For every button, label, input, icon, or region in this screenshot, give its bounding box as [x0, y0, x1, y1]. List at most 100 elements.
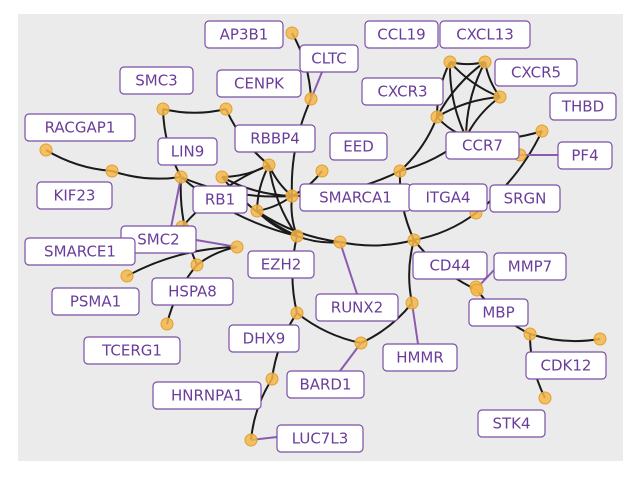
- label-cxcr3[interactable]: CXCR3: [361, 77, 444, 106]
- node-eed[interactable]: [315, 164, 329, 178]
- edge-dhx9-bard1: [296, 312, 362, 344]
- node-mbp[interactable]: [470, 283, 484, 297]
- node-hnrnpa1[interactable]: [265, 372, 279, 386]
- label-thbd[interactable]: THBD: [549, 92, 617, 121]
- node-thbd[interactable]: [535, 124, 549, 138]
- node-cenpk[interactable]: [219, 102, 233, 116]
- node-smarca1[interactable]: [285, 189, 299, 203]
- label-box: [408, 183, 488, 212]
- label-text: LUC7L3: [292, 430, 349, 448]
- node-smc3[interactable]: [156, 102, 170, 116]
- node-psma1[interactable]: [120, 269, 134, 283]
- label-mbp[interactable]: MBP: [468, 298, 529, 327]
- edge-rb1-smarca1: [221, 176, 293, 197]
- label-cxcl13[interactable]: CXCL13: [439, 20, 531, 49]
- label-cxcr5[interactable]: CXCR5: [494, 58, 578, 87]
- label-pf4[interactable]: PF4: [557, 141, 613, 170]
- edge-kif23-lin9: [111, 170, 182, 180]
- label-box: [299, 44, 359, 73]
- label-cenpk[interactable]: CENPK: [216, 69, 302, 98]
- node-ezh2[interactable]: [290, 229, 304, 243]
- node-cxcr5[interactable]: [493, 90, 507, 104]
- label-text: ITGA4: [425, 189, 470, 207]
- label-smarce1[interactable]: SMARCE1: [24, 237, 136, 266]
- label-box: [51, 287, 140, 316]
- label-mmp7[interactable]: MMP7: [493, 252, 567, 281]
- node-dhx9[interactable]: [290, 306, 304, 320]
- label-racgap1[interactable]: RACGAP1: [24, 113, 136, 142]
- label-box: [494, 58, 578, 87]
- label-psma1[interactable]: PSMA1: [51, 287, 140, 316]
- label-rbbp4[interactable]: RBBP4: [234, 124, 316, 153]
- label-hmmr[interactable]: HMMR: [382, 343, 458, 372]
- label-cd44[interactable]: CD44: [412, 251, 488, 280]
- node-cxcl13[interactable]: [478, 55, 492, 69]
- label-stk4[interactable]: STK4: [477, 409, 546, 438]
- label-text: CXCR3: [377, 83, 427, 101]
- label-tcerg1[interactable]: TCERG1: [83, 336, 181, 365]
- node-lin9[interactable]: [174, 170, 188, 184]
- node-cltc[interactable]: [304, 92, 318, 106]
- label-smarca1[interactable]: SMARCA1: [299, 183, 412, 212]
- label-smc3[interactable]: SMC3: [119, 66, 194, 95]
- node-cxcr3[interactable]: [430, 110, 444, 124]
- node-luc7l3[interactable]: [244, 433, 258, 447]
- label-box: [157, 137, 218, 166]
- label-kif23[interactable]: KIF23: [36, 181, 113, 210]
- label-box: [525, 351, 607, 380]
- node-bard1[interactable]: [354, 336, 368, 350]
- label-box: [83, 336, 181, 365]
- label-box: [364, 20, 439, 49]
- label-ap3b1[interactable]: AP3B1: [204, 20, 284, 49]
- label-box: [557, 141, 613, 170]
- node-rb1[interactable]: [215, 170, 229, 184]
- node-kif23[interactable]: [105, 164, 119, 178]
- label-box: [477, 409, 546, 438]
- label-text: CLTC: [311, 50, 347, 68]
- label-text: SMARCA1: [319, 189, 392, 207]
- node-stk4[interactable]: [538, 391, 552, 405]
- node-cdk12[interactable]: [523, 327, 537, 341]
- label-box: [24, 113, 136, 142]
- node-rb1-b[interactable]: [250, 204, 264, 218]
- label-ccr7[interactable]: CCR7: [445, 131, 520, 160]
- label-smc2[interactable]: SMC2: [120, 225, 197, 254]
- label-box: [216, 69, 302, 98]
- label-hnrnpa1[interactable]: HNRNPA1: [152, 381, 262, 410]
- label-runx2[interactable]: RUNX2: [315, 293, 399, 322]
- node-hspa8[interactable]: [190, 258, 204, 272]
- label-hspa8[interactable]: HSPA8: [151, 277, 234, 306]
- label-cdk12[interactable]: CDK12: [525, 351, 607, 380]
- node-rbbp4[interactable]: [262, 158, 276, 172]
- node-runx2[interactable]: [333, 235, 347, 249]
- edge-smarce1-psma1: [126, 246, 238, 277]
- label-text: STK4: [492, 415, 530, 433]
- node-smarce1[interactable]: [230, 240, 244, 254]
- node-tcerg1[interactable]: [160, 317, 174, 331]
- label-itga4[interactable]: ITGA4: [408, 183, 488, 212]
- label-box: [412, 251, 488, 280]
- label-lin9[interactable]: LIN9: [157, 137, 218, 166]
- label-text: RUNX2: [331, 299, 383, 317]
- node-itga4[interactable]: [393, 164, 407, 178]
- node-ap3b1[interactable]: [285, 26, 299, 40]
- node-hmmr[interactable]: [405, 296, 419, 310]
- label-dhx9[interactable]: DHX9: [228, 324, 300, 353]
- label-eed[interactable]: EED: [329, 132, 388, 161]
- label-text: TCERG1: [101, 342, 162, 360]
- label-rb1[interactable]: RB1: [192, 185, 248, 214]
- label-text: CENPK: [234, 75, 285, 93]
- label-text: HNRNPA1: [171, 387, 243, 405]
- node-ccl19[interactable]: [443, 55, 457, 69]
- node-cdk12-b[interactable]: [593, 332, 607, 346]
- label-cltc[interactable]: CLTC: [299, 44, 359, 73]
- label-ccl19[interactable]: CCL19: [364, 20, 439, 49]
- label-srgn[interactable]: SRGN: [489, 184, 561, 213]
- label-box: [439, 20, 531, 49]
- label-luc7l3[interactable]: LUC7L3: [276, 424, 364, 453]
- label-ezh2[interactable]: EZH2: [247, 250, 315, 279]
- label-bard1[interactable]: BARD1: [286, 370, 365, 399]
- node-cd44[interactable]: [407, 233, 421, 247]
- label-box: [276, 424, 364, 453]
- node-racgap1[interactable]: [39, 143, 53, 157]
